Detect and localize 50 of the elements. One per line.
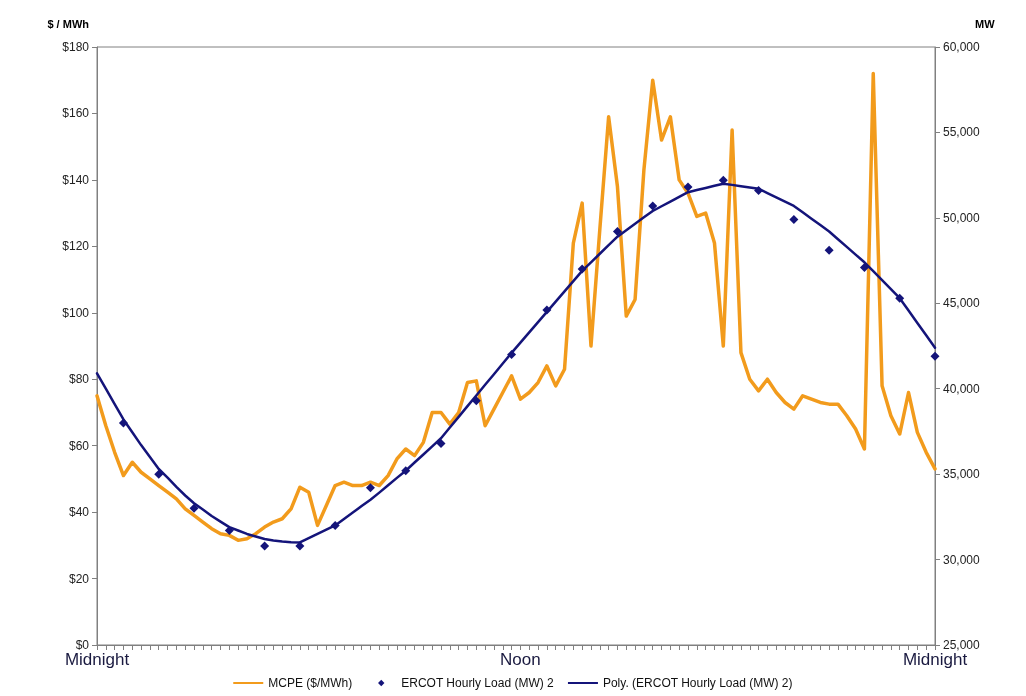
point xyxy=(542,305,552,315)
point xyxy=(436,438,446,448)
y2-tick-label: 60,000 xyxy=(943,40,981,54)
y-tick-label: $20 xyxy=(68,571,90,586)
legend-label: MCPE ($/MWh) xyxy=(268,676,353,690)
point xyxy=(224,526,234,536)
y-tick-label: $80 xyxy=(68,372,90,387)
y-tick-label: $60 xyxy=(68,438,90,453)
point xyxy=(507,350,517,360)
y-tick-label: $100 xyxy=(62,305,90,320)
point xyxy=(859,262,869,272)
y-axis-title: $ / MWh xyxy=(47,17,90,30)
x-tick-label: Noon xyxy=(500,650,541,669)
y2-tick-label: 50,000 xyxy=(943,210,981,225)
point xyxy=(930,351,940,361)
x-tick-label: Midnight xyxy=(64,650,130,669)
point xyxy=(330,520,340,530)
point xyxy=(789,215,799,225)
y2-tick-label: 30,000 xyxy=(943,552,981,567)
point xyxy=(824,245,834,255)
point xyxy=(612,227,622,237)
point xyxy=(683,182,693,192)
y-tick-label: $140 xyxy=(62,172,90,187)
line-series xyxy=(95,71,937,543)
y2-tick-label: 40,000 xyxy=(943,381,981,396)
y2-tick-label: 45,000 xyxy=(943,296,981,311)
y-tick-label: $180 xyxy=(62,40,90,54)
point xyxy=(577,264,587,274)
point xyxy=(260,541,270,551)
y2-tick-label: 25,000 xyxy=(943,638,981,652)
point xyxy=(648,201,658,211)
legend-label: ERCOT Hourly Load (MW) 2 xyxy=(401,676,555,690)
point xyxy=(471,396,481,406)
point xyxy=(754,186,764,196)
y-tick-label: $40 xyxy=(68,505,90,520)
point xyxy=(118,418,128,428)
point xyxy=(154,469,164,479)
y-tick-label: $120 xyxy=(62,239,90,254)
y2-tick-label: 55,000 xyxy=(943,125,981,140)
point xyxy=(895,293,905,303)
point xyxy=(295,541,305,551)
point xyxy=(189,503,199,513)
legend-label: Poly. (ERCOT Hourly Load (MW) 2) xyxy=(602,676,793,690)
point xyxy=(401,466,411,476)
x-tick-label: Midnight xyxy=(902,650,968,669)
y-tick-label: $160 xyxy=(62,106,90,121)
y2-axis-title: MW xyxy=(975,17,996,30)
y-tick-label: $0 xyxy=(75,638,90,652)
point xyxy=(365,483,375,493)
y2-tick-label: 35,000 xyxy=(943,467,981,482)
